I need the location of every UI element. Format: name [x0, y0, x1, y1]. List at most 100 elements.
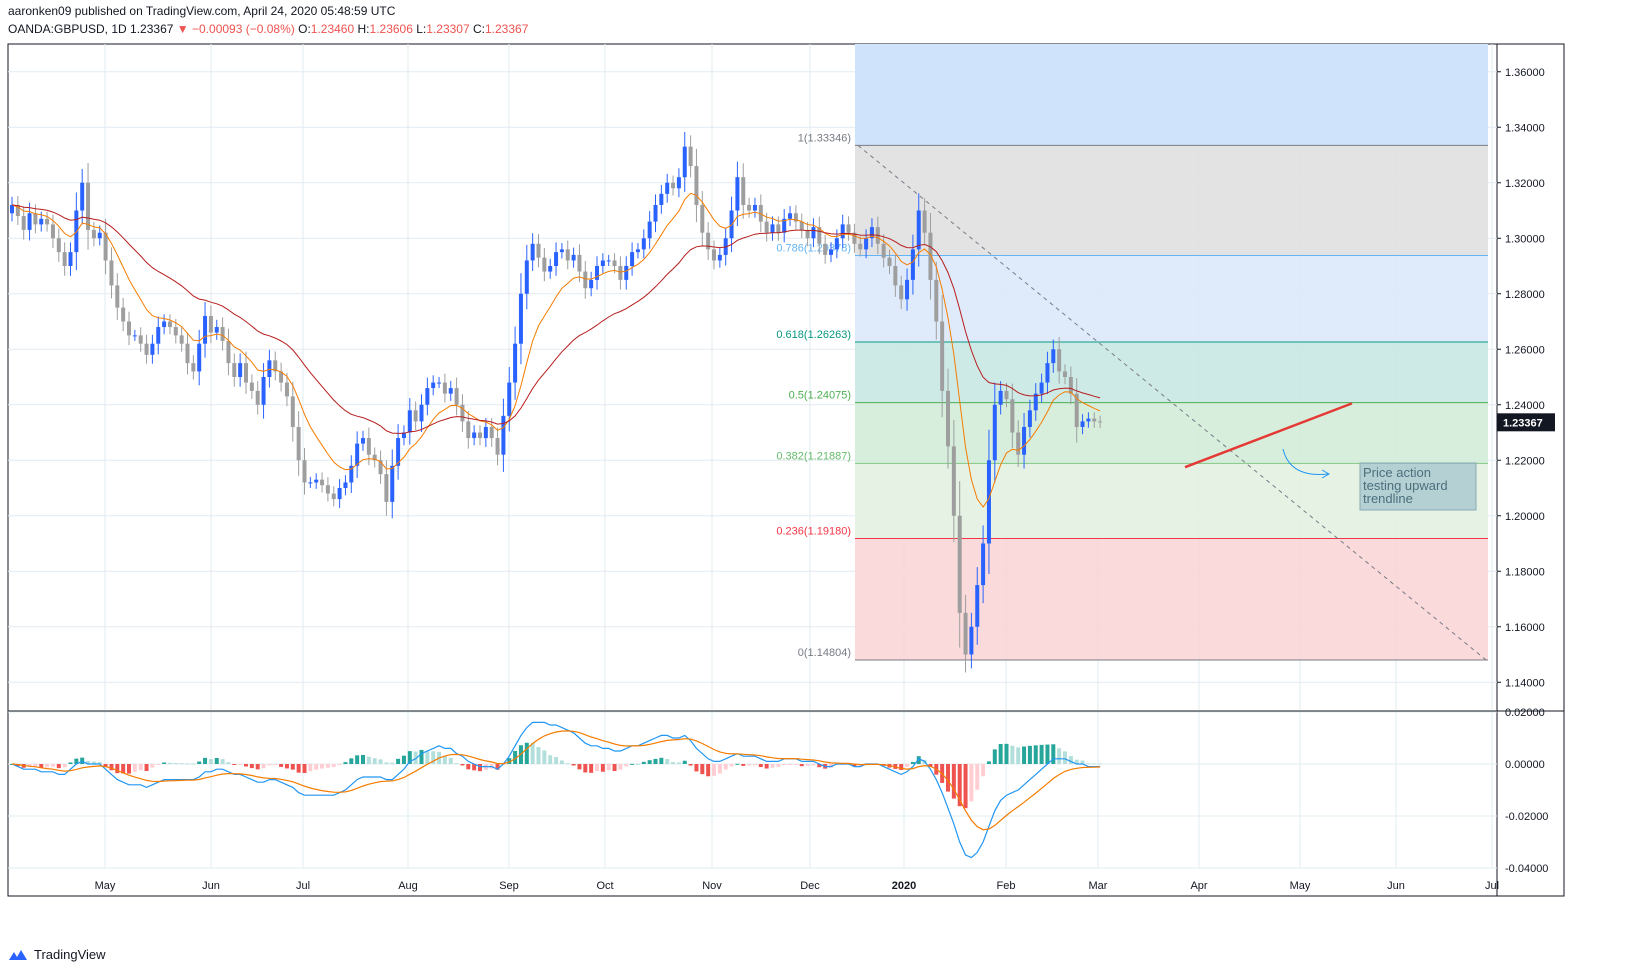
macd-histogram-bar [156, 764, 161, 765]
candle [589, 279, 594, 289]
macd-histogram-bar [62, 764, 67, 768]
candle [1068, 377, 1073, 394]
macd-histogram-bar [167, 762, 172, 764]
candle [191, 363, 196, 372]
candle [366, 438, 371, 455]
candle [62, 252, 67, 266]
macd-histogram-bar [454, 763, 459, 765]
candle [1004, 390, 1009, 400]
candle [279, 371, 284, 383]
time-tick-label: Sep [499, 880, 519, 892]
macd-histogram-bar [717, 764, 722, 774]
open-value: 1.23460 [310, 22, 355, 36]
candle [788, 213, 793, 219]
macd-histogram-bar [571, 764, 576, 766]
macd-histogram-bar [279, 764, 284, 767]
candle [86, 182, 91, 230]
macd-histogram-bar [290, 764, 295, 770]
fib-level-label: 0(1.14804) [798, 647, 851, 659]
macd-histogram-bar [378, 759, 383, 764]
price-tick-label: 1.24000 [1505, 400, 1545, 412]
candle [197, 343, 202, 372]
candle [1098, 421, 1103, 423]
chart-frame [7, 43, 1565, 897]
macd-histogram-bar [612, 764, 617, 772]
macd-histogram-bar [109, 764, 114, 771]
macd-histogram-bar [975, 764, 980, 790]
candle [735, 177, 740, 211]
candle [846, 224, 851, 233]
macd-line [11, 721, 1101, 859]
macd-histogram-bar [641, 761, 646, 764]
candle [273, 360, 278, 372]
macd-histogram-bar [1010, 745, 1015, 764]
candle [495, 438, 500, 455]
macd-histogram-bar [208, 759, 213, 764]
candle [384, 474, 389, 502]
macd-histogram-bar [413, 751, 418, 764]
candle [284, 382, 289, 397]
fib-level-label: 0.382(1.21887) [776, 450, 851, 462]
macd-histogram-bar [1022, 746, 1027, 764]
macd-histogram-bar [314, 764, 319, 770]
candle [852, 232, 857, 244]
candle [103, 232, 108, 261]
candle [834, 238, 839, 250]
price-tick-label: 1.28000 [1505, 289, 1545, 301]
candle [864, 238, 869, 250]
candle [986, 460, 991, 544]
macd-histogram-bar [255, 764, 260, 770]
candle [396, 438, 401, 466]
candle [226, 340, 231, 364]
candle [782, 218, 787, 233]
time-tick-label: Jul [296, 880, 310, 892]
footer-branding[interactable]: TradingView [8, 947, 106, 962]
candle [1010, 399, 1015, 433]
price-tick-label: 1.16000 [1505, 622, 1545, 634]
candle [162, 321, 167, 328]
fib-zone [855, 538, 1488, 660]
candle [595, 266, 599, 280]
candle [630, 252, 635, 266]
candle [957, 515, 962, 613]
macd-histogram-bar [302, 764, 307, 774]
macd-histogram-bar [951, 764, 956, 799]
candle [524, 260, 529, 294]
fib-level-label: 0.618(1.26263) [776, 329, 851, 341]
candle [946, 390, 950, 447]
ema-slow-line [11, 204, 1101, 434]
candle [858, 243, 863, 250]
candle [232, 363, 237, 377]
candle [688, 146, 693, 167]
macd-histogram-bar [407, 751, 412, 764]
macd-histogram-bar [554, 757, 559, 764]
candle [50, 224, 55, 239]
candle [425, 388, 430, 405]
annotation-box[interactable] [1359, 462, 1477, 511]
upward-trendline[interactable] [1184, 402, 1353, 469]
macd-histogram-bar [1074, 759, 1079, 764]
price-tick-label: 1.26000 [1505, 344, 1545, 356]
candle [554, 252, 559, 266]
macd-histogram-bar [214, 757, 219, 764]
candle [981, 543, 986, 586]
fib-level-label: 1(1.33346) [798, 132, 851, 144]
candle [992, 404, 997, 461]
macd-histogram-bar [173, 763, 178, 765]
candle [144, 343, 149, 355]
macd-histogram-bar [33, 764, 38, 767]
candle [214, 327, 219, 333]
candle [132, 335, 137, 337]
time-tick-label: Jun [202, 880, 220, 892]
macd-histogram-bar [220, 759, 225, 764]
macd-histogram-bar [232, 764, 237, 765]
macd-histogram-bar [776, 764, 781, 767]
candle [840, 224, 845, 239]
macd-histogram-bar [296, 764, 301, 773]
macd-histogram-bar [366, 756, 371, 764]
candle [355, 443, 360, 466]
symbol-label[interactable]: OANDA:GBPUSD, 1D [8, 22, 127, 36]
macd-histogram-bar [144, 764, 149, 771]
macd-histogram-bar [723, 764, 728, 770]
